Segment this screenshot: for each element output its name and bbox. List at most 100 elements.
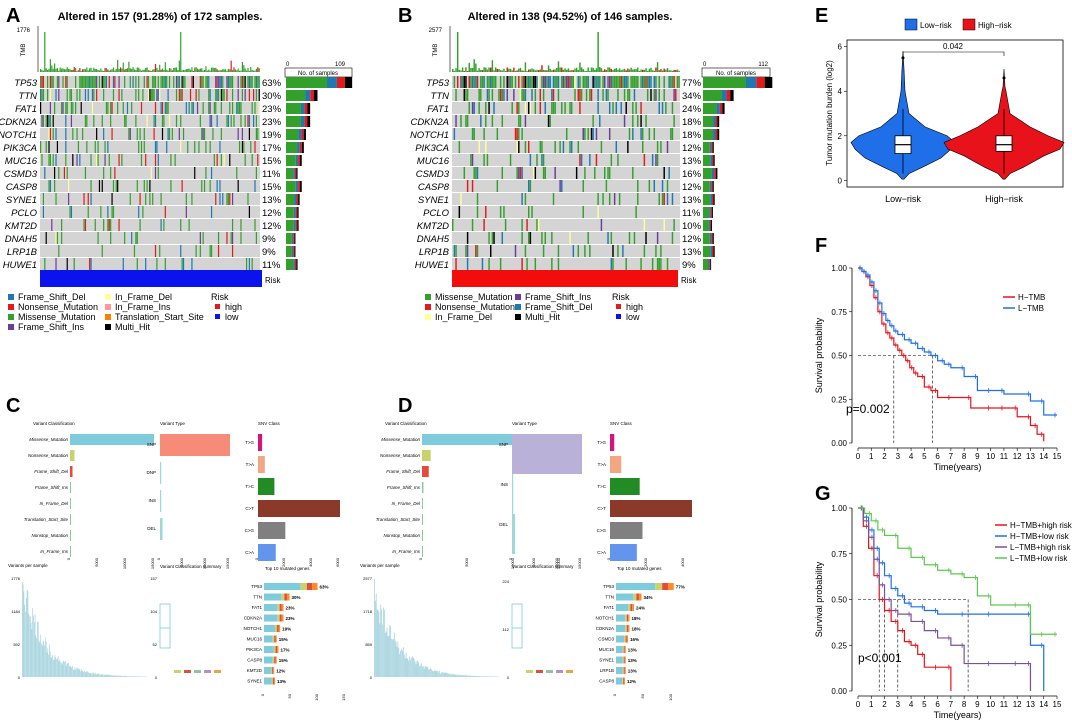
vps-bar — [439, 670, 440, 677]
mutation-cell — [551, 89, 553, 101]
gene-bar-segment — [291, 246, 294, 257]
mutation-cell — [110, 219, 112, 231]
mutation-cell — [570, 76, 573, 88]
mutation-cell — [570, 141, 573, 153]
mutation-cell — [637, 193, 639, 205]
top-tick-label: 50 — [640, 693, 645, 698]
vps-bar — [382, 624, 383, 677]
gene-percent: 18% — [682, 130, 702, 141]
vps-bar — [444, 672, 446, 677]
tmb-bar — [140, 70, 143, 72]
top-tick-label: 100 — [668, 693, 673, 700]
tmb-bar — [658, 70, 660, 72]
mutation-cell — [147, 89, 150, 101]
vps-bar — [119, 675, 120, 677]
mutation-cell — [44, 167, 46, 179]
mutation-cell — [215, 102, 217, 114]
tmb-bar — [255, 68, 257, 72]
tmb-bar — [466, 70, 469, 72]
mutation-cell — [93, 115, 95, 127]
km-x-tick-label: 15 — [1053, 452, 1062, 461]
vps-bar — [63, 660, 65, 677]
mutation-cell — [138, 206, 140, 218]
vc-bar — [70, 450, 75, 461]
mutation-cell — [453, 76, 456, 88]
mutation-cell — [661, 193, 664, 205]
vps-bar — [120, 675, 122, 677]
mutation-cell — [198, 141, 200, 153]
mutation-cell — [552, 193, 555, 205]
mutation-cell — [160, 102, 162, 114]
mutation-cell — [642, 76, 644, 88]
mutation-cell — [121, 154, 123, 166]
tmb-bar — [84, 69, 87, 72]
tmb-bar — [651, 70, 654, 72]
mutation-cell — [196, 102, 199, 114]
tmb-bar — [544, 70, 546, 72]
mutation-cell — [655, 154, 657, 166]
vps-bar — [136, 676, 138, 677]
tmb-bar — [56, 67, 59, 72]
top-gene-label: FAT1 — [604, 605, 615, 610]
km-x-tick-label: 11 — [1000, 700, 1009, 709]
mutation-cell — [627, 141, 629, 153]
mutation-cell — [178, 89, 180, 101]
mutation-cell — [524, 102, 527, 114]
mutation-cell — [94, 219, 96, 231]
top-gene-bar-segment — [275, 635, 277, 643]
vps-bar — [482, 676, 484, 677]
tmb-bar — [157, 70, 159, 72]
vps-bar — [97, 673, 99, 677]
mutation-cell — [104, 141, 106, 153]
vps-bar — [471, 675, 473, 677]
mutation-cell — [518, 128, 520, 140]
tmb-bar — [478, 68, 480, 72]
mutation-cell — [251, 154, 253, 166]
tmb-bar — [236, 70, 238, 72]
km-x-tick-label: 9 — [975, 700, 980, 709]
tmb-bar — [594, 69, 596, 72]
vcs-tick-label: 224 — [502, 579, 509, 584]
gene-bar-segment — [711, 168, 715, 179]
vps-bar — [392, 639, 393, 677]
mutation-cell — [65, 141, 67, 153]
vps-bar — [458, 674, 459, 677]
top-gene-bar-segment — [626, 614, 629, 622]
vps-bar — [50, 657, 52, 677]
mutation-cell — [110, 115, 112, 127]
tmb-bar — [237, 68, 239, 72]
mutation-cell — [135, 115, 137, 127]
mutation-cell — [640, 102, 642, 114]
tmb-bar — [110, 69, 112, 72]
top-gene-bar-segment — [616, 635, 625, 643]
mutation-cell — [245, 258, 248, 270]
mutation-cell — [118, 154, 120, 166]
mutation-cell — [65, 154, 67, 166]
mutation-cell — [125, 115, 127, 127]
mutation-cell — [506, 76, 508, 88]
mutation-cell — [465, 76, 467, 88]
mutation-cell — [628, 232, 631, 244]
tmb-bar — [167, 70, 169, 72]
mutation-cell — [91, 102, 94, 114]
vps-bar — [411, 657, 412, 677]
tmb-bar — [460, 70, 462, 72]
tmb-bar — [112, 67, 115, 72]
top-gene-bar-segment — [264, 604, 278, 611]
x-tick-label: High−risk — [985, 194, 1023, 204]
vps-bar — [452, 674, 454, 677]
mutation-cell — [107, 141, 109, 153]
top-gene-bar-segment — [628, 604, 631, 611]
legend-label: Frame_Shift_Ins — [18, 322, 85, 332]
vps-bar — [464, 675, 466, 677]
gene-percent: 13% — [682, 195, 702, 206]
vt-category-label: DNP — [146, 470, 156, 475]
snv-title: SNV Class — [610, 421, 633, 426]
snv-tick-label: 0 — [254, 557, 259, 560]
mutation-cell — [181, 89, 183, 101]
mutation-cell — [117, 180, 119, 192]
vps-bar — [109, 675, 111, 677]
vps-bar — [126, 676, 127, 677]
maf-summary-c: Variant ClassificationMissense_MutationN… — [8, 421, 346, 701]
legend-swatch — [105, 324, 111, 330]
